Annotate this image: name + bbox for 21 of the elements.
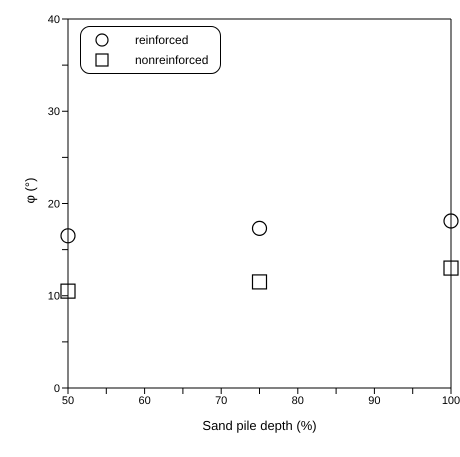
x-tick-label: 80 [292, 394, 304, 407]
x-tick-label: 90 [368, 394, 381, 407]
x-tick-label: 100 [442, 394, 460, 407]
y-tick-label: 10 [48, 290, 60, 303]
point [443, 213, 459, 229]
x-tick-label: 50 [62, 394, 74, 407]
point [252, 274, 268, 290]
legend-label: nonreinforced [135, 53, 208, 67]
point [60, 284, 76, 299]
x-axis-title: Sand pile depth (%) [202, 418, 317, 433]
x-tick-label: 60 [138, 394, 151, 407]
y-tick-label: 0 [54, 382, 60, 395]
y-axis-title: φ (°) [22, 178, 38, 204]
point [443, 260, 459, 276]
point [60, 228, 76, 244]
y-tick-label: 40 [48, 14, 60, 26]
legend-label: reinforced [135, 33, 188, 47]
point [252, 220, 268, 236]
x-tick-label: 70 [215, 394, 228, 407]
y-tick-label: 30 [48, 106, 60, 118]
y-tick-label: 20 [48, 198, 60, 210]
